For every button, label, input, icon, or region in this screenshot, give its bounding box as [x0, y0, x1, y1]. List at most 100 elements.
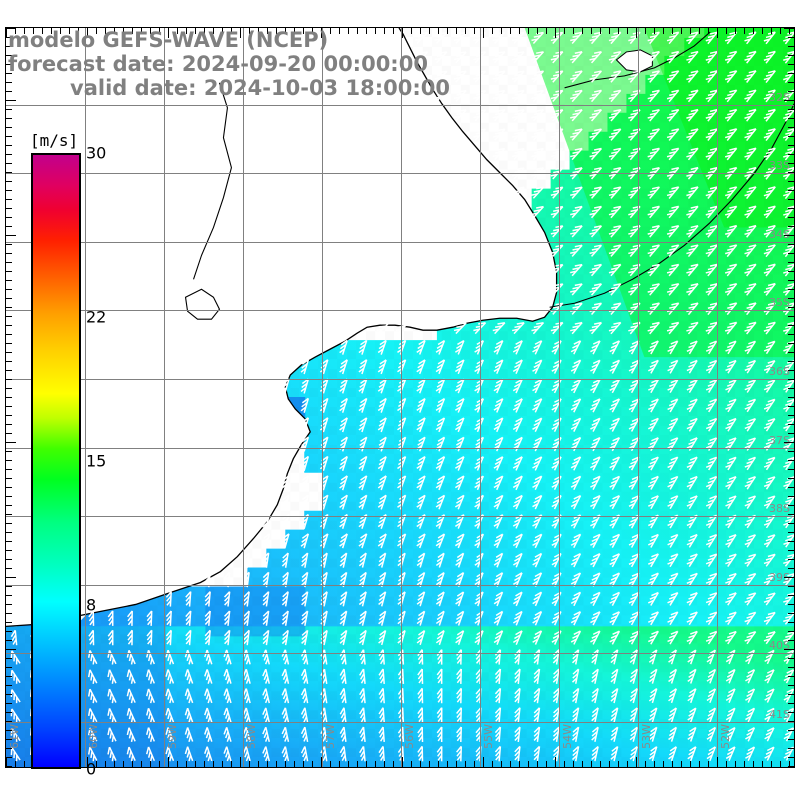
wind-vector-arrow [666, 147, 680, 161]
wind-vector-arrow [511, 321, 525, 335]
grid-line-longitude [559, 28, 560, 767]
wind-vector-arrow [589, 128, 603, 141]
wind-vector-arrow [783, 128, 794, 142]
axis-tick [788, 730, 794, 731]
axis-tick [6, 379, 12, 380]
wind-vector-arrow [647, 225, 660, 238]
wind-vector-arrow [628, 630, 640, 645]
wind-vector-arrow [628, 475, 640, 490]
wind-vector-arrow [570, 417, 582, 432]
wind-vector-arrow [744, 186, 757, 200]
wind-vector-arrow [455, 630, 465, 646]
axis-tick [6, 406, 12, 407]
axis-tick [564, 28, 565, 34]
axis-tick [123, 761, 124, 767]
wind-vector-arrow [511, 109, 525, 122]
wind-vector-arrow [223, 669, 232, 684]
axis-tick [249, 28, 250, 34]
wind-vector-arrow [608, 225, 622, 238]
wind-vector-arrow [127, 610, 133, 626]
wind-vector-arrow [397, 629, 406, 646]
wind-vector-arrow [666, 321, 680, 335]
wind-vector-arrow [359, 707, 366, 723]
wind-vector-arrow [358, 571, 367, 588]
axis-tick [788, 82, 794, 83]
colorbar-gradient [31, 153, 81, 769]
wind-vector-arrow [628, 186, 641, 199]
wind-vector-arrow [570, 572, 582, 587]
wind-vector-arrow [706, 707, 717, 723]
axis-tick [663, 28, 664, 34]
wind-vector-arrow [570, 630, 582, 645]
wind-vector-arrow [686, 224, 699, 238]
wind-vector-arrow [589, 263, 603, 277]
axis-tick [6, 244, 12, 245]
wind-vector-arrow [185, 629, 192, 646]
grid-line-latitude [6, 310, 794, 311]
wind-vector-arrow [763, 205, 776, 219]
wind-vector-arrow [242, 707, 251, 723]
wind-vector-arrow [668, 688, 677, 704]
wind-vector-arrow [552, 649, 560, 665]
wind-vector-arrow [456, 649, 463, 665]
wind-vector-arrow [300, 436, 310, 452]
axis-tick [780, 761, 781, 767]
wind-vector-arrow [609, 572, 621, 587]
wind-vector-arrow [339, 571, 348, 588]
wind-vector-arrow [397, 378, 407, 394]
wind-vector-arrow [725, 726, 736, 742]
axis-tick [429, 761, 430, 767]
wind-vector-arrow [416, 378, 426, 394]
axis-tick [735, 761, 736, 767]
wind-vector-arrow [552, 668, 560, 684]
wind-vector-arrow [628, 128, 641, 141]
wind-vector-arrow [725, 688, 736, 703]
axis-tick [6, 649, 16, 650]
wind-vector-arrow [435, 339, 446, 355]
wind-vector-arrow [493, 591, 504, 607]
wind-vector-arrow [127, 629, 133, 646]
wind-vector-arrow [512, 398, 523, 413]
wind-vector-arrow [590, 398, 601, 413]
wind-vector-arrow [262, 726, 270, 742]
wind-vector-arrow [667, 553, 679, 568]
axis-tick [510, 761, 511, 767]
wind-vector-arrow [454, 494, 465, 510]
axis-tick [6, 397, 12, 398]
wind-vector-arrow [417, 745, 424, 762]
wind-vector-arrow [88, 610, 95, 626]
wind-vector-arrow [436, 707, 443, 723]
wind-vector-arrow [397, 552, 406, 568]
axis-tick [788, 433, 794, 434]
axis-tick [249, 761, 250, 767]
wind-vector-arrow [763, 340, 776, 355]
wind-vector-arrow [87, 708, 98, 723]
wind-vector-arrow [666, 263, 680, 277]
wind-vector-arrow [571, 707, 580, 723]
wind-vector-arrow [300, 417, 310, 433]
wind-vector-arrows [10, 31, 794, 762]
axis-tick [788, 226, 794, 227]
wind-vector-arrow [647, 379, 659, 394]
wind-vector-arrow [551, 436, 562, 452]
wind-vector-arrow [590, 417, 601, 432]
wind-vector-arrow [435, 456, 446, 471]
axis-tick [771, 761, 772, 767]
wind-vector-arrow [107, 610, 114, 626]
axis-tick [6, 172, 12, 173]
wind-vector-arrow [686, 263, 699, 277]
wind-vector-arrow [416, 417, 426, 433]
wind-vector-arrow [763, 128, 776, 142]
wind-vector-arrow [532, 630, 543, 645]
wind-vector-arrow [667, 437, 679, 452]
wind-vector-arrow [281, 668, 290, 684]
axis-tick [222, 28, 223, 34]
wind-vector-arrow [454, 398, 465, 413]
wind-vector-arrow [339, 552, 348, 568]
wind-vector-arrow [686, 89, 699, 103]
axis-tick [555, 757, 556, 767]
wind-vector-arrow [783, 688, 794, 703]
wind-vector-arrow [648, 668, 658, 684]
wind-vector-arrow [532, 591, 543, 607]
axis-tick [788, 496, 794, 497]
